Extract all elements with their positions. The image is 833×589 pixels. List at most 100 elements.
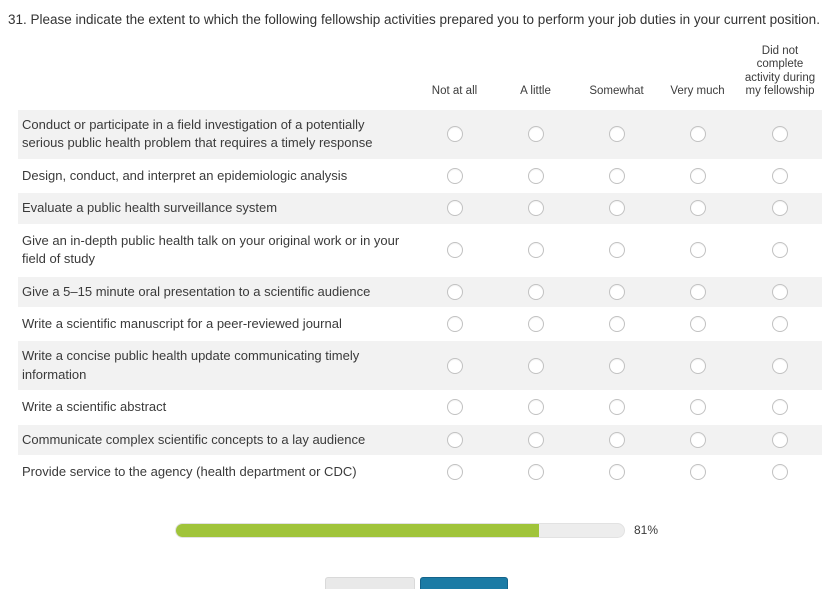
row-label: Evaluate a public health surveillance sy… (18, 193, 414, 224)
radio-button[interactable] (608, 316, 625, 332)
radio-button[interactable] (527, 464, 544, 481)
radio-button[interactable] (446, 283, 463, 300)
radio-button[interactable] (527, 167, 544, 184)
option-cell (495, 193, 576, 224)
row-label: Give a 5–15 minute oral presentation to … (18, 276, 414, 308)
radio-button[interactable] (446, 357, 463, 374)
radio-button[interactable] (527, 431, 544, 448)
radio-button[interactable] (527, 200, 544, 217)
radio-button[interactable] (527, 316, 544, 332)
radio-button[interactable] (446, 316, 463, 332)
radio-button[interactable] (689, 167, 706, 184)
table-row: Give a 5–15 minute oral presentation to … (18, 276, 822, 308)
option-cell (414, 226, 495, 275)
next-button[interactable]: Next (420, 576, 508, 589)
table-row: Design, conduct, and interpret an epidem… (18, 161, 822, 191)
option-cell (495, 109, 576, 159)
option-cell (657, 341, 738, 391)
radio-button[interactable] (772, 167, 788, 184)
radio-button[interactable] (689, 316, 706, 332)
option-cell (738, 193, 822, 224)
option-cell (738, 341, 822, 391)
option-cell (657, 226, 738, 275)
option-cell (495, 457, 576, 487)
radio-button[interactable] (689, 283, 706, 300)
radio-button[interactable] (446, 464, 463, 481)
option-cell (738, 226, 822, 275)
option-cell (576, 109, 657, 159)
option-cell (495, 276, 576, 308)
radio-button[interactable] (527, 357, 544, 374)
radio-button[interactable] (772, 126, 788, 143)
radio-button[interactable] (446, 126, 463, 143)
progress-bar (174, 522, 625, 538)
radio-button[interactable] (772, 316, 788, 332)
option-cell (657, 309, 738, 339)
option-cell (414, 424, 495, 456)
radio-button[interactable] (689, 431, 706, 448)
option-cell (738, 457, 822, 487)
radio-button[interactable] (446, 200, 463, 217)
radio-button[interactable] (608, 283, 625, 300)
radio-button[interactable] (772, 241, 788, 258)
radio-button[interactable] (527, 283, 544, 300)
option-cell (576, 392, 657, 422)
radio-button[interactable] (446, 399, 463, 416)
option-cell (657, 161, 738, 191)
radio-button[interactable] (772, 399, 788, 416)
option-cell (576, 276, 657, 308)
radio-button[interactable] (446, 431, 463, 448)
radio-button[interactable] (772, 357, 788, 374)
radio-button[interactable] (772, 464, 788, 481)
radio-button[interactable] (689, 200, 706, 217)
option-cell (738, 109, 822, 159)
radio-button[interactable] (527, 399, 544, 416)
radio-button[interactable] (527, 126, 544, 143)
row-label: Conduct or participate in a field invest… (18, 109, 414, 159)
radio-button[interactable] (608, 167, 625, 184)
option-cell (495, 309, 576, 339)
radio-button[interactable] (772, 431, 788, 448)
option-cell (576, 193, 657, 224)
option-cell (576, 309, 657, 339)
radio-button[interactable] (608, 200, 625, 217)
option-cell (657, 276, 738, 308)
option-cell (657, 109, 738, 159)
radio-button[interactable] (446, 167, 463, 184)
radio-button[interactable] (689, 399, 706, 416)
option-cell (414, 276, 495, 308)
radio-button[interactable] (608, 399, 625, 416)
radio-button[interactable] (608, 126, 625, 143)
option-cell (576, 457, 657, 487)
radio-button[interactable] (689, 357, 706, 374)
column-header-very-much: Very much (670, 85, 725, 98)
radio-button[interactable] (608, 464, 625, 481)
radio-button[interactable] (608, 357, 625, 374)
option-cell (495, 161, 576, 191)
radio-button[interactable] (527, 241, 544, 258)
matrix-table: Not at all A little Somewhat Very much D… (18, 39, 822, 490)
table-row: Give an in-depth public health talk on y… (18, 226, 822, 275)
radio-button[interactable] (689, 241, 706, 258)
prev-button[interactable]: Prev (325, 576, 415, 589)
table-row: Evaluate a public health surveillance sy… (18, 193, 822, 224)
option-cell (657, 392, 738, 422)
radio-button[interactable] (772, 200, 788, 217)
radio-button[interactable] (608, 431, 625, 448)
radio-button[interactable] (689, 126, 706, 143)
matrix-header-row: Not at all A little Somewhat Very much D… (18, 41, 822, 108)
row-label: Give an in-depth public health talk on y… (22, 232, 400, 267)
radio-button[interactable] (608, 241, 625, 258)
option-cell (657, 424, 738, 456)
option-cell (414, 457, 495, 487)
radio-button[interactable] (446, 241, 463, 258)
option-cell (738, 424, 822, 456)
radio-button[interactable] (689, 464, 706, 481)
radio-button[interactable] (772, 283, 788, 300)
row-label: Write a concise public health update com… (18, 341, 414, 391)
option-cell (576, 341, 657, 391)
option-cell (495, 392, 576, 422)
option-cell (414, 109, 495, 159)
progress-fill (175, 523, 539, 537)
